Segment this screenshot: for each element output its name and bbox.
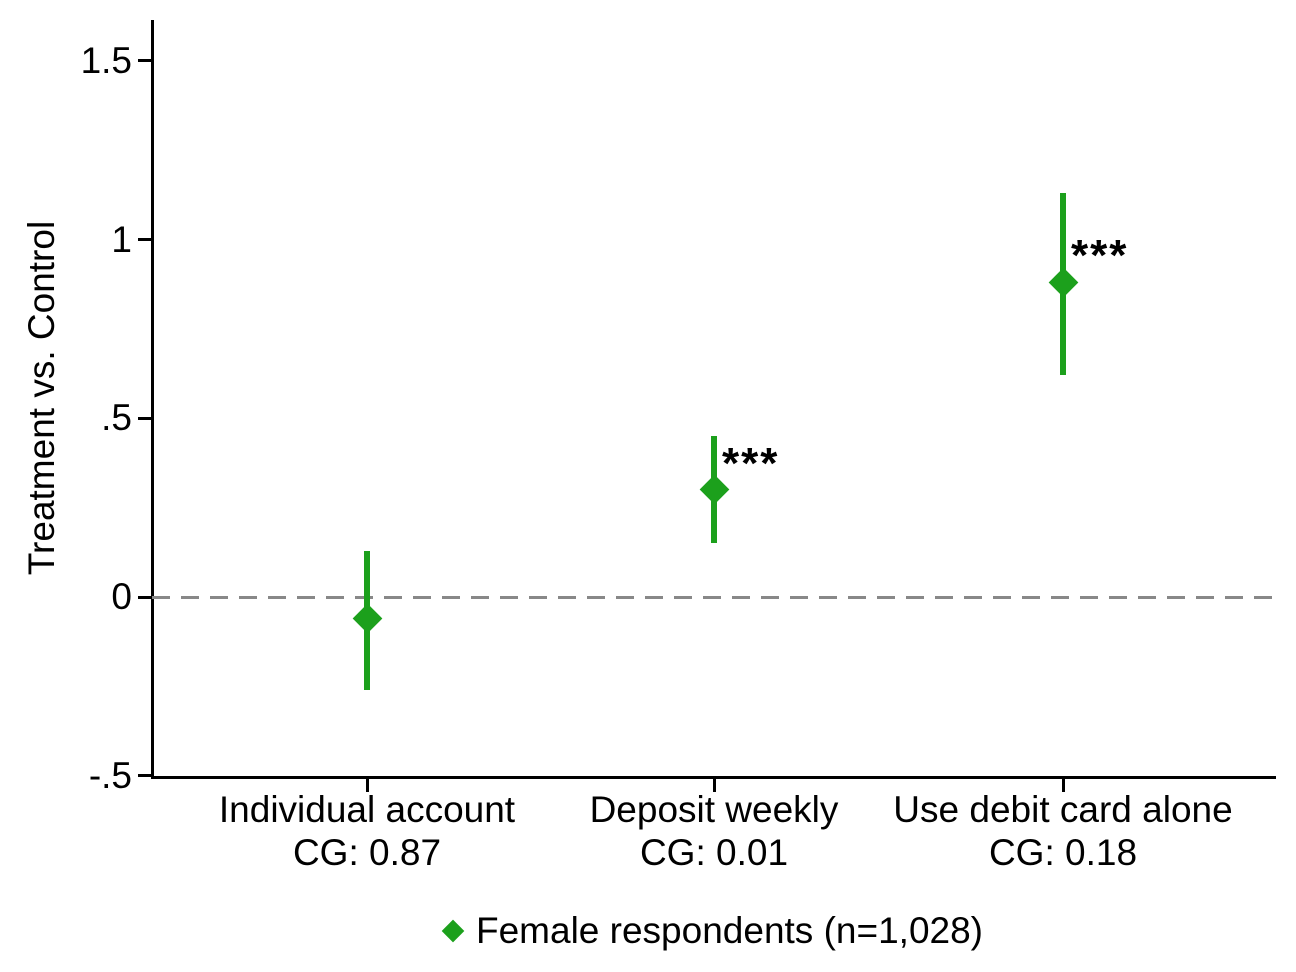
y-tick-mark <box>138 416 151 420</box>
significance-stars: *** <box>722 438 780 488</box>
x-axis-line <box>150 775 1276 779</box>
y-tick-label: -.5 <box>88 754 132 796</box>
category-label: Individual account CG: 0.87 <box>117 788 617 874</box>
category-label-line1: Use debit card alone <box>893 789 1233 830</box>
y-tick-label: 1.5 <box>80 39 132 81</box>
y-tick-mark <box>138 238 151 241</box>
category-label-line2: CG: 0.01 <box>639 832 789 873</box>
x-tick-mark <box>712 778 716 792</box>
zero-reference-line <box>152 595 1276 599</box>
y-tick-label: .5 <box>101 397 132 439</box>
y-axis-line <box>150 20 154 779</box>
legend-label: Female respondents (n=1,028) <box>476 910 983 951</box>
y-tick-label: 1 <box>111 218 132 260</box>
y-tick-mark <box>138 595 151 599</box>
category-label-line2: CG: 0.87 <box>292 832 442 873</box>
x-tick-mark <box>365 778 369 792</box>
y-tick-mark <box>138 774 151 778</box>
y-tick-mark <box>138 59 151 63</box>
x-tick-mark <box>1061 778 1065 792</box>
legend-diamond-icon <box>441 919 465 943</box>
y-tick-label: 0 <box>111 576 132 617</box>
legend: Female respondents (n=1,028) <box>152 905 1276 957</box>
category-label-line1: Individual account <box>218 789 516 830</box>
category-label: Use debit card alone CG: 0.18 <box>813 788 1296 874</box>
category-label: Deposit weekly CG: 0.01 <box>464 788 964 874</box>
category-label-line2: CG: 0.18 <box>988 832 1138 873</box>
category-label-line1: Deposit weekly <box>589 789 839 830</box>
estimate-marker <box>352 603 382 634</box>
significance-stars: *** <box>1071 231 1129 281</box>
